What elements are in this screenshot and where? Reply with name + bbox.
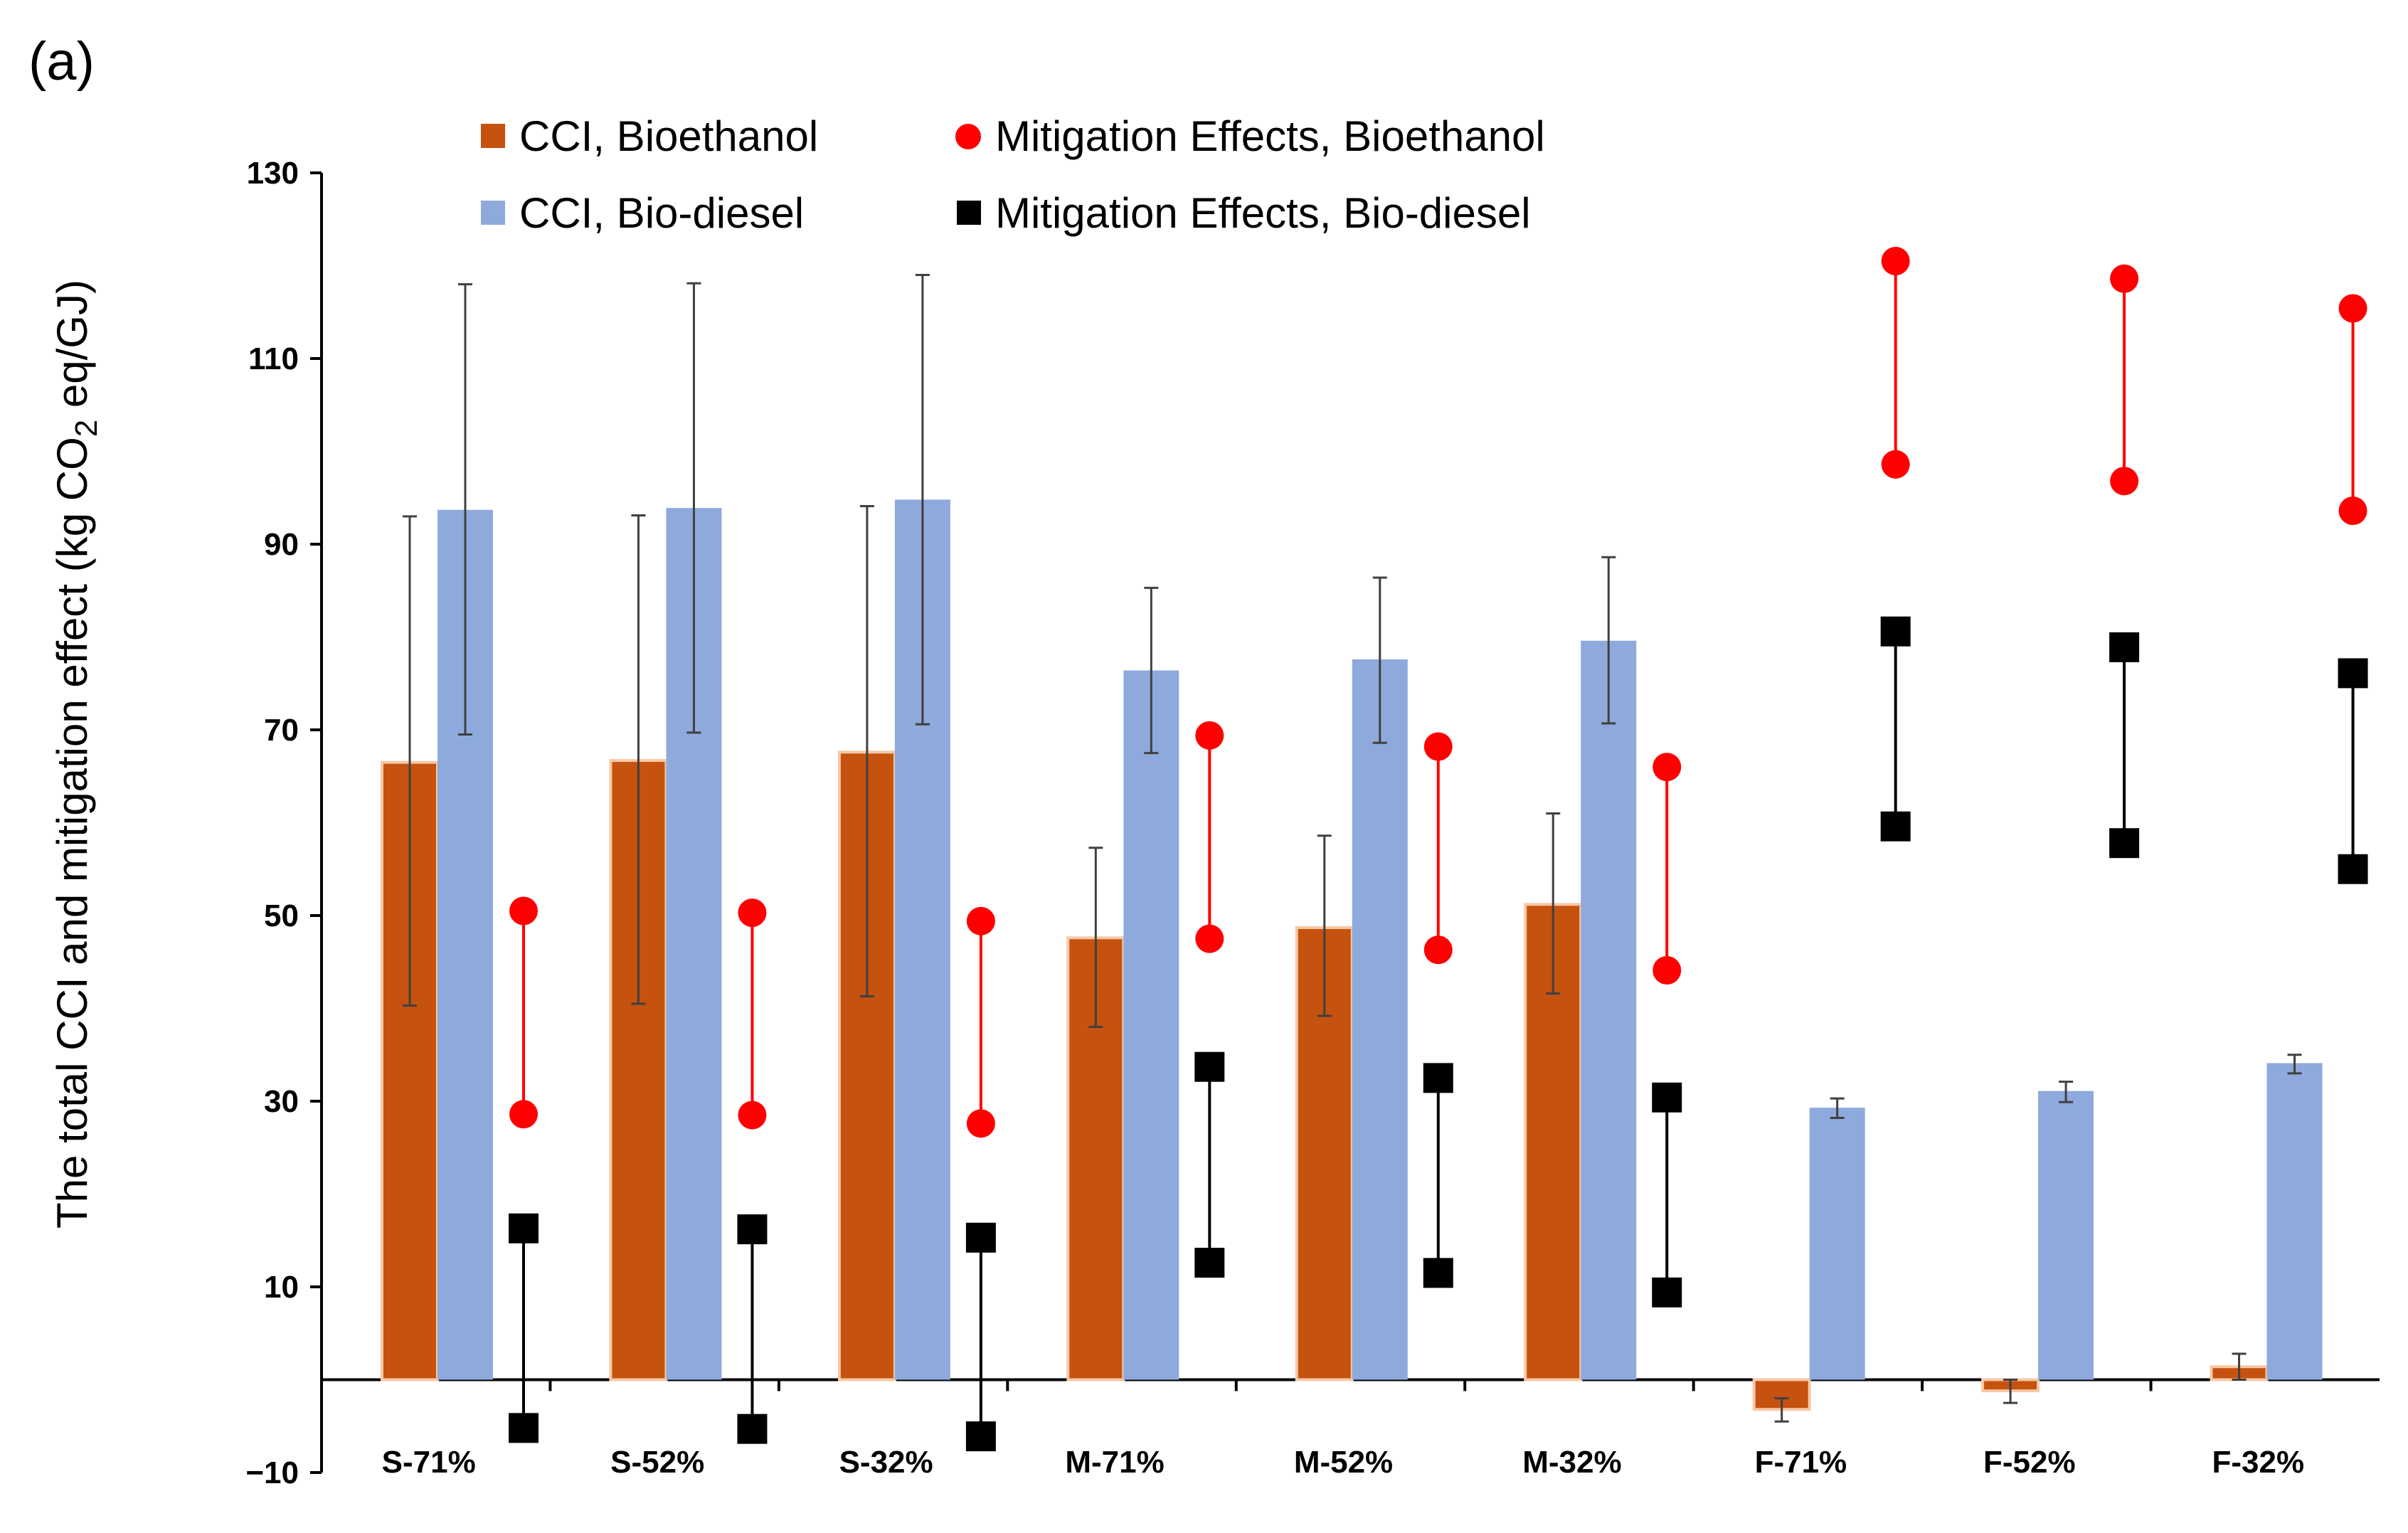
legend-label: Mitigation Effects, Bioethanol — [995, 112, 1545, 160]
y-axis-label: The total CCI and mitigation effect (kg … — [48, 280, 104, 1229]
x-tick-label: S-52% — [610, 1445, 704, 1480]
mitigation-biodiesel-high-point — [1194, 1051, 1225, 1082]
bar-biodiesel — [2266, 1063, 2323, 1380]
x-tick-label: S-71% — [382, 1445, 476, 1480]
mitigation-bioethanol-low-point — [1423, 935, 1453, 965]
x-tick-label: F-52% — [1983, 1445, 2076, 1480]
mitigation-biodiesel-low-point — [2109, 828, 2140, 859]
mitigation-bioethanol-high-point — [738, 898, 767, 928]
mitigation-biodiesel-low-point — [965, 1421, 996, 1452]
mitigation-biodiesel-low-point — [2338, 854, 2368, 884]
mitigation-bioethanol-high-point — [2338, 294, 2367, 323]
legend-label: CCI, Bioethanol — [519, 112, 818, 160]
legend-marker — [955, 124, 981, 149]
x-tick-label: F-32% — [2212, 1445, 2304, 1480]
mitigation-biodiesel-high-point — [509, 1213, 539, 1243]
bar-biodiesel — [1352, 659, 1408, 1380]
y-tick-label: 10 — [264, 1270, 299, 1305]
y-axis-label-subscript: 2 — [69, 420, 104, 437]
bar-biodiesel — [1581, 640, 1637, 1380]
x-tick-label: M-71% — [1065, 1445, 1164, 1480]
mitigation-ranges — [509, 246, 2368, 1452]
x-tick-label: M-32% — [1522, 1445, 1621, 1480]
mitigation-bioethanol-low-point — [2338, 497, 2367, 526]
mitigation-biodiesel-low-point — [1194, 1248, 1225, 1278]
mitigation-bioethanol-low-point — [1881, 450, 1910, 479]
legend-label: Mitigation Effects, Bio-diesel — [995, 189, 1531, 237]
mitigation-bioethanol-high-point — [1881, 246, 1910, 275]
mitigation-bioethanol-low-point — [1653, 955, 1682, 985]
legend-marker — [957, 201, 981, 225]
mitigation-biodiesel-high-point — [2338, 658, 2368, 689]
legend: CCI, Bioethanol Mitigation Effects, Bioet… — [481, 112, 1545, 237]
bar-biodiesel — [1123, 670, 1179, 1380]
mitigation-bioethanol-high-point — [966, 906, 995, 935]
bar-biodiesel — [1809, 1108, 1865, 1380]
y-axis-label-suffix: eq/GJ) — [48, 280, 96, 420]
y-tick-label: 50 — [264, 898, 299, 933]
mitigation-bioethanol-low-point — [966, 1109, 995, 1138]
legend-marker — [481, 124, 505, 148]
mitigation-biodiesel-low-point — [737, 1413, 768, 1444]
y-tick-label: 110 — [248, 341, 299, 376]
mitigation-biodiesel-low-point — [1652, 1277, 1682, 1307]
y-tick-label: 30 — [264, 1084, 299, 1119]
y-tick-label: 130 — [247, 156, 299, 191]
y-axis-label-prefix: The total CCI and mitigation effect (kg … — [48, 437, 96, 1229]
mitigation-bioethanol-low-point — [2110, 467, 2139, 496]
mitigation-biodiesel-high-point — [965, 1222, 996, 1253]
legend-marker — [481, 201, 505, 225]
legend-label: CCI, Bio-diesel — [519, 189, 804, 237]
mitigation-bioethanol-high-point — [1653, 753, 1682, 782]
mitigation-bioethanol-low-point — [509, 1100, 538, 1129]
bars — [381, 274, 2323, 1423]
mitigation-bioethanol-high-point — [1423, 732, 1453, 761]
bar-biodiesel — [2038, 1091, 2094, 1380]
y-tick-label: 70 — [264, 713, 299, 748]
x-tick-label: F-71% — [1755, 1445, 1847, 1480]
mitigation-biodiesel-low-point — [1880, 811, 1911, 842]
mitigation-biodiesel-high-point — [2109, 632, 2140, 662]
x-tick-label: M-52% — [1294, 1445, 1393, 1480]
mitigation-biodiesel-high-point — [1652, 1082, 1682, 1113]
mitigation-biodiesel-high-point — [737, 1214, 768, 1245]
mitigation-biodiesel-low-point — [1423, 1258, 1453, 1288]
mitigation-biodiesel-high-point — [1423, 1063, 1453, 1093]
y-tick-label: 90 — [264, 527, 299, 562]
y-tick-label: −10 — [245, 1455, 299, 1490]
mitigation-bioethanol-low-point — [1195, 924, 1224, 953]
x-tick-labels: S-71% S-52% S-32% M-71% M-52% M-32% F-71% F-52%… — [382, 1445, 2304, 1480]
mitigation-bioethanol-high-point — [509, 896, 538, 925]
mitigation-bioethanol-high-point — [1195, 721, 1224, 750]
panel-label: (a) — [28, 31, 95, 92]
mitigation-bioethanol-low-point — [738, 1100, 767, 1130]
x-tick-label: S-32% — [839, 1445, 933, 1480]
mitigation-biodiesel-low-point — [509, 1413, 539, 1443]
mitigation-biodiesel-high-point — [1880, 616, 1911, 647]
mitigation-bioethanol-high-point — [2110, 264, 2139, 293]
